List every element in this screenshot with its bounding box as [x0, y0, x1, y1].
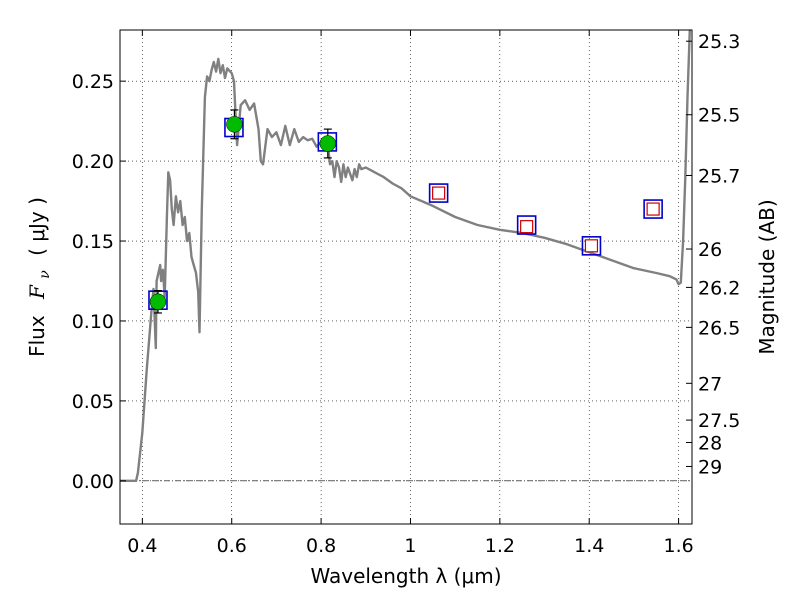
right-tick-label: 26.5	[698, 317, 740, 339]
observed-point	[226, 116, 243, 133]
y-tick-label: 0.00	[72, 471, 114, 493]
right-tick-label: 29	[698, 456, 722, 478]
y-axis-title-var: F	[25, 284, 49, 300]
upper-limit-marker	[584, 239, 599, 253]
model-photometry-marker	[516, 215, 537, 235]
x-tick-label: 0.6	[217, 535, 247, 557]
y-axis-title-sub: ν	[37, 270, 53, 279]
y-axis-title-units: ( μJy )	[25, 197, 49, 256]
y-tick-label: 0.20	[72, 151, 114, 173]
upper-limit-marker	[646, 202, 660, 216]
x-tick-label: 1.4	[574, 535, 604, 557]
x-tick-label: 1.6	[663, 535, 693, 557]
y-tick-label: 0.05	[72, 391, 114, 413]
right-tick-label: 26	[698, 239, 722, 261]
plot-frame	[119, 29, 693, 525]
upper-limit-marker	[520, 220, 534, 234]
model-photometry-marker	[581, 236, 602, 256]
right-tick-label: 26.2	[698, 277, 740, 299]
right-tick-label: 27.5	[698, 410, 740, 432]
series	[120, 29, 691, 482]
x-axis-title: Wavelength λ (μm)	[310, 564, 501, 588]
observed-point	[149, 293, 167, 311]
y-tick-label: 0.10	[72, 311, 114, 333]
x-tick-label: 1	[404, 535, 416, 557]
y-tick-label: 0.25	[72, 71, 114, 93]
model-photometry-marker	[643, 199, 663, 219]
sed-curve	[120, 29, 691, 482]
y-tick-label: 0.15	[72, 231, 114, 253]
right-tick-label: 27	[698, 373, 722, 395]
x-tick-label: 0.4	[127, 535, 157, 557]
model-photometry-marker	[428, 183, 449, 203]
right-tick-label: 25.7	[698, 165, 740, 187]
y-axis-title: Flux F ν ( μJy )	[25, 197, 54, 357]
observed-point	[319, 135, 337, 152]
right-tick-label: 25.3	[698, 31, 740, 53]
x-tick-label: 0.8	[306, 535, 336, 557]
upper-limit-marker	[432, 186, 446, 200]
x-tick-label: 1.2	[485, 535, 515, 557]
y-axis-title-prefix: Flux	[25, 315, 49, 357]
right-axis-title: Magnitude (AB)	[755, 199, 779, 354]
axis-ticks: 0.4 0.6 0.8 1 1.2 1.4 1.6 0.00 0.05 0.10 0.15 0.20 0…	[72, 30, 740, 557]
right-tick-label: 28	[698, 432, 722, 454]
right-tick-label: 25.5	[698, 105, 740, 127]
